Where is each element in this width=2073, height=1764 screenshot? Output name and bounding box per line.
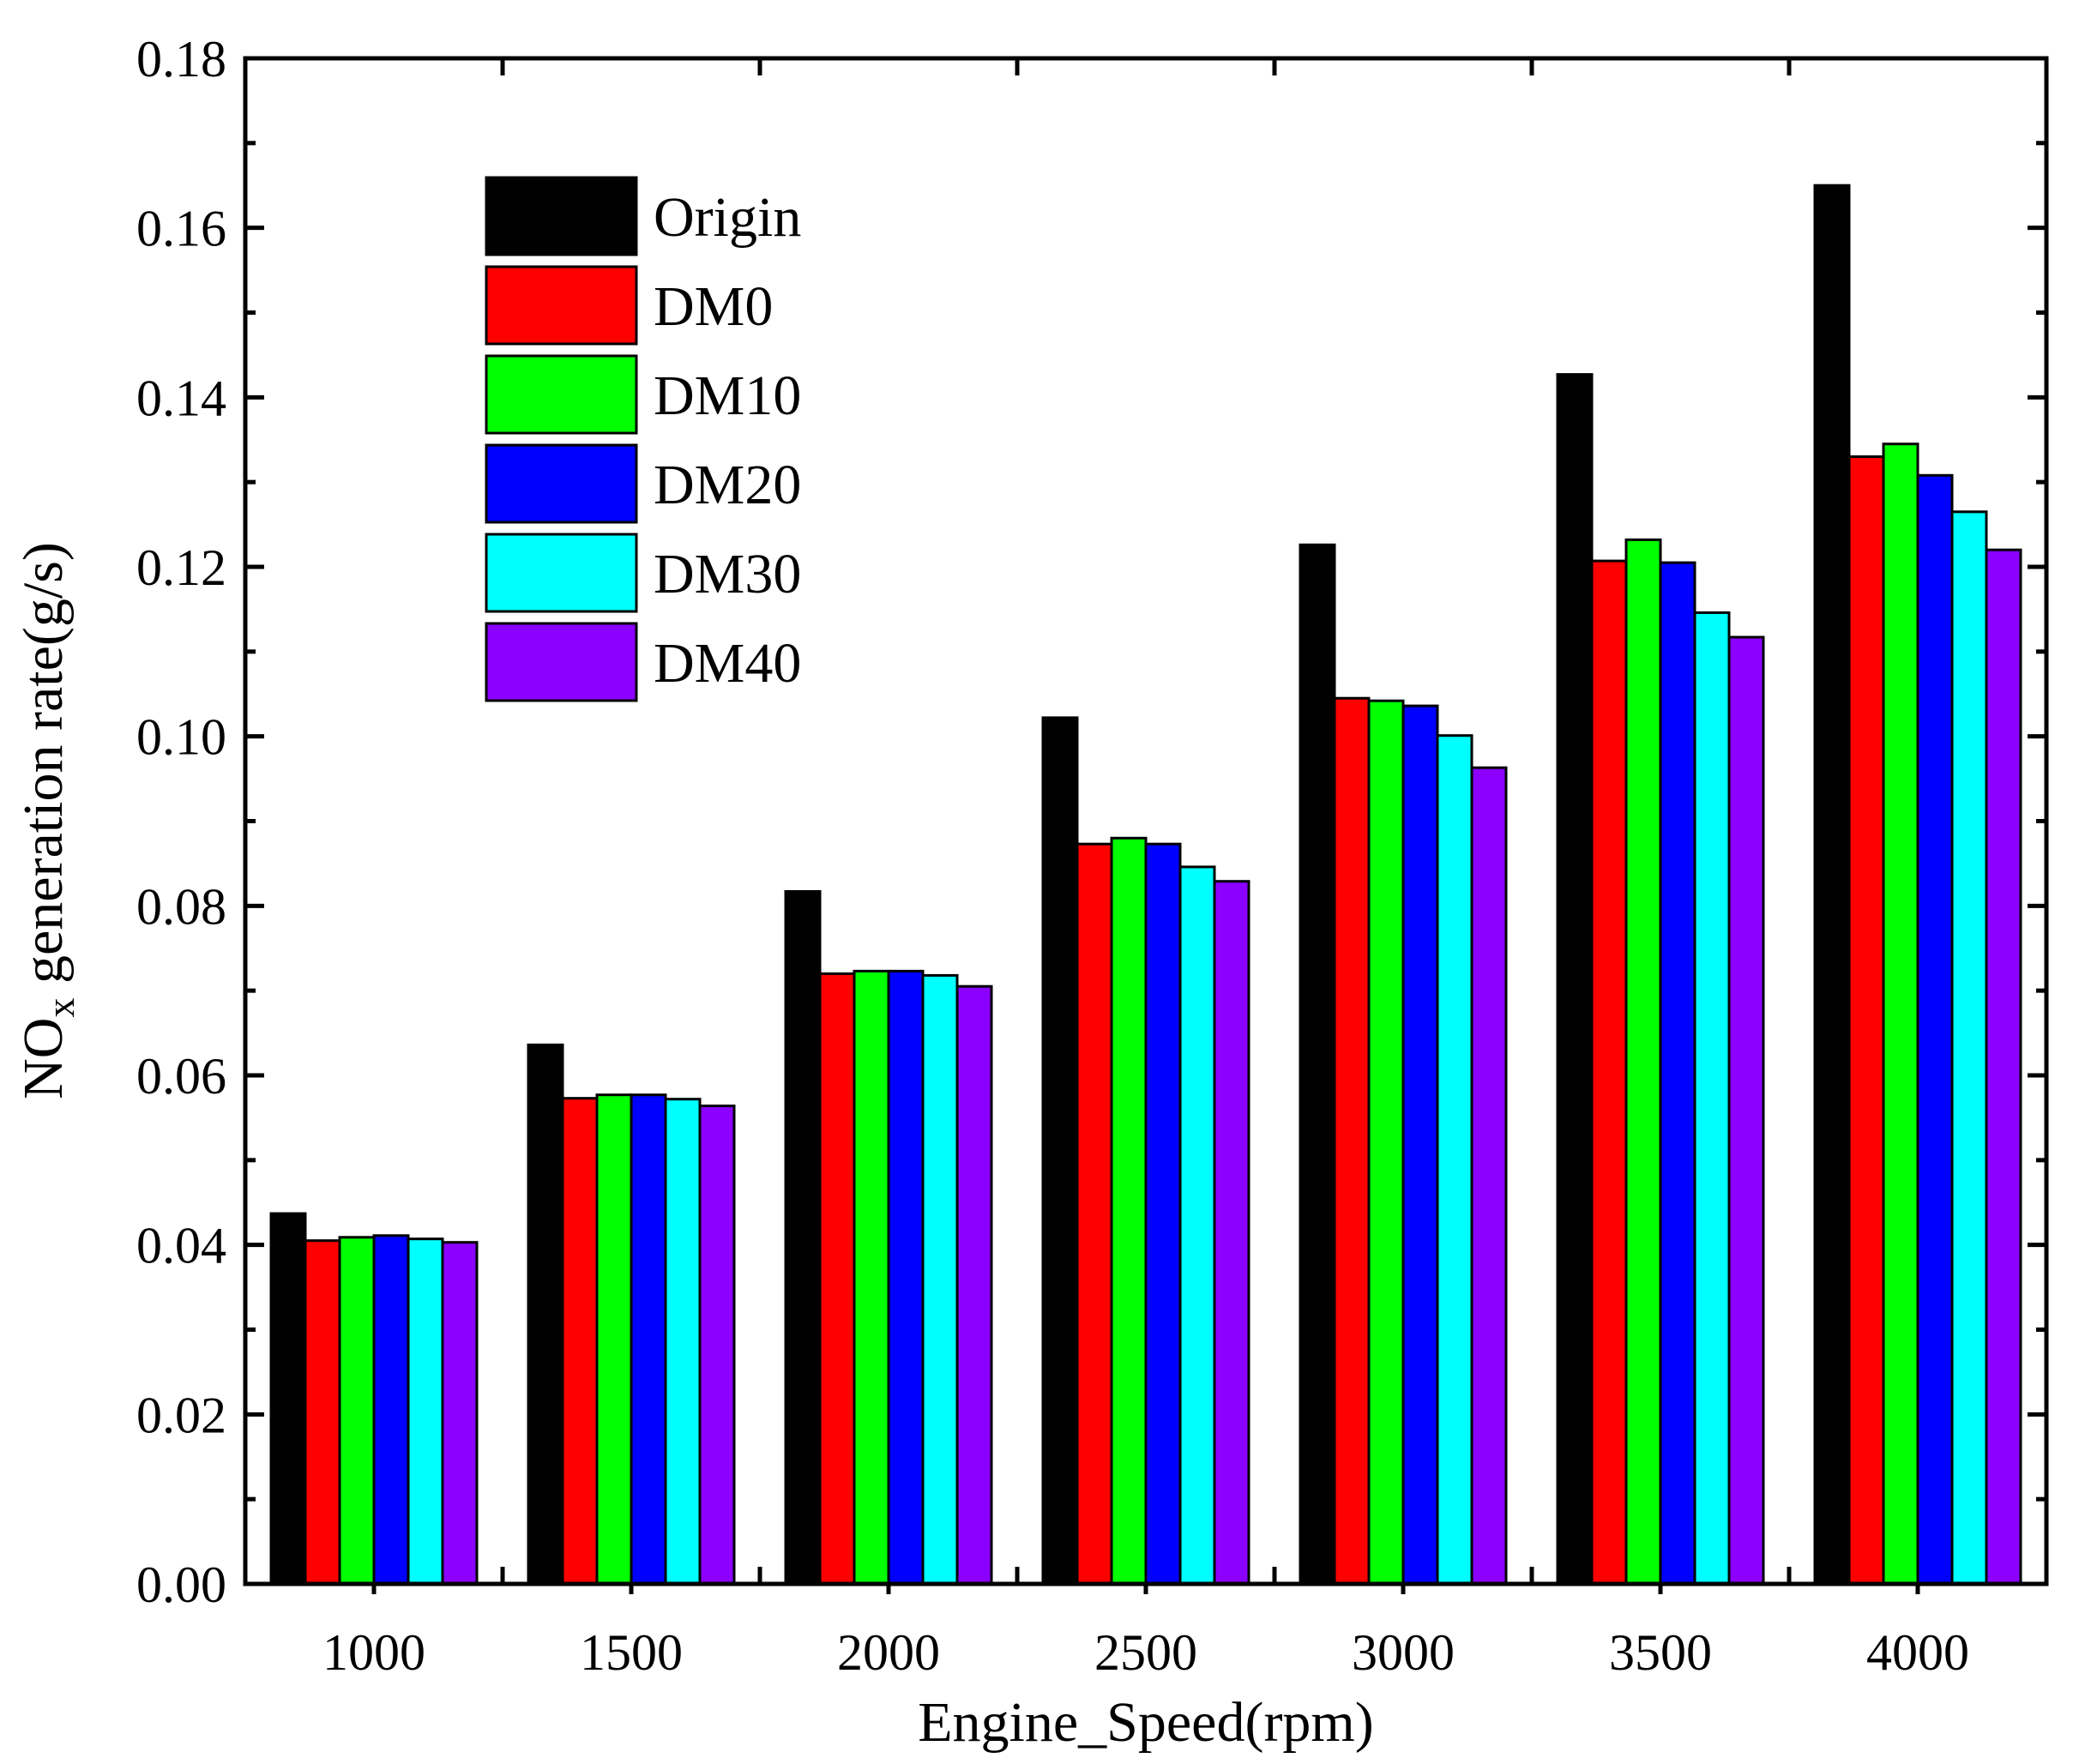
bar-dm10-3500 [1624,538,1662,1586]
bar-dm0-4000 [1847,455,1885,1586]
y-tick-label: 0.08 [136,878,226,935]
legend-swatch-origin [485,176,638,256]
legend-swatch-dm40 [485,622,638,702]
x-tick-label: 1000 [322,1624,425,1681]
y-tick-label: 0.04 [136,1218,226,1274]
bar-dm40-1500 [698,1105,736,1586]
bar-dm40-4000 [1985,548,2022,1586]
x-axis-title: Engine_Speed(rpm) [918,1691,1374,1754]
bar-dm0-2000 [818,972,856,1586]
bar-dm20-3500 [1659,561,1696,1586]
bar-dm30-1500 [664,1098,702,1586]
bars-layer [269,184,2022,1586]
legend-swatch-dm20 [485,443,638,524]
x-tick-label: 1500 [580,1624,683,1681]
legend-label-dm30: DM30 [654,543,801,605]
bar-dm40-1000 [441,1241,479,1586]
legend-label-dm20: DM20 [654,454,801,516]
bar-dm0-2500 [1076,842,1113,1586]
bar-origin-2000 [784,890,822,1586]
bar-dm30-3500 [1693,611,1731,1586]
bar-dm0-1000 [304,1239,341,1586]
legend: Origin DM0 DM10 DM20 DM30 DM40 [485,176,801,702]
y-tick-label: 0.18 [136,31,226,87]
bar-dm30-3000 [1436,734,1473,1586]
bar-origin-1000 [269,1212,307,1586]
bar-origin-3500 [1556,373,1594,1586]
x-tick-label: 4000 [1866,1624,1969,1681]
bar-dm40-3500 [1727,635,1765,1586]
y-tick-label: 0.14 [136,370,226,426]
bar-dm10-2000 [853,969,890,1586]
bar-origin-1500 [527,1043,564,1586]
bar-dm30-1000 [407,1237,444,1586]
bar-dm30-4000 [1950,510,1988,1586]
legend-label-dm0: DM0 [654,275,773,338]
bar-dm0-3000 [1333,696,1371,1586]
y-tick-label: 0.00 [136,1556,226,1613]
y-axis-ticks: 0.00 0.02 0.04 0.06 0.08 0.10 0.12 0.14 0.16 0.18 [136,31,2046,1613]
y-tick-label: 0.02 [136,1387,226,1443]
y-axis-title-prefix: NO [12,1018,75,1099]
y-tick-label: 0.06 [136,1048,226,1105]
bar-dm20-3000 [1401,704,1439,1586]
legend-label-dm40: DM40 [654,632,801,695]
y-axis-title: NOx generation rate(g/s) [12,542,82,1099]
bar-origin-4000 [1813,184,1851,1586]
bar-dm20-1500 [630,1093,667,1586]
x-tick-label: 3500 [1609,1624,1712,1681]
y-axis-title-suffix: generation rate(g/s) [12,542,75,997]
bar-dm40-3000 [1470,766,1508,1586]
bar-dm10-3000 [1367,699,1405,1586]
y-tick-label: 0.10 [136,709,226,766]
legend-swatch-dm30 [485,533,638,613]
bar-dm0-1500 [561,1097,599,1586]
legend-label-dm10: DM10 [654,364,801,427]
legend-swatch-dm10 [485,354,638,435]
bar-dm20-1000 [372,1234,410,1586]
bar-dm0-3500 [1590,559,1628,1586]
x-tick-label: 2000 [837,1624,940,1681]
bar-dm40-2000 [955,984,993,1586]
legend-swatch-dm0 [485,265,638,346]
y-tick-label: 0.12 [136,539,226,596]
bar-dm20-2000 [887,969,925,1586]
y-axis-title-subscript: x [39,998,82,1018]
y-tick-label: 0.16 [136,201,226,257]
bar-origin-2500 [1041,716,1079,1586]
x-tick-label: 3000 [1352,1624,1455,1681]
bar-dm40-2500 [1213,880,1250,1586]
bar-dm10-2500 [1110,836,1148,1586]
bar-dm10-4000 [1882,443,1919,1586]
bar-origin-3000 [1299,543,1336,1586]
bar-dm10-1000 [338,1236,376,1586]
x-axis-ticks: 1000 1500 2000 2500 3000 3500 4000 [243,58,2049,1681]
bar-dm20-4000 [1916,473,1954,1586]
x-tick-label: 2500 [1094,1624,1197,1681]
bar-dm20-2500 [1144,842,1182,1586]
legend-label-origin: Origin [654,186,801,249]
bar-dm30-2000 [921,973,959,1586]
bar-dm30-2500 [1178,865,1216,1586]
bar-dm10-1500 [595,1093,633,1586]
